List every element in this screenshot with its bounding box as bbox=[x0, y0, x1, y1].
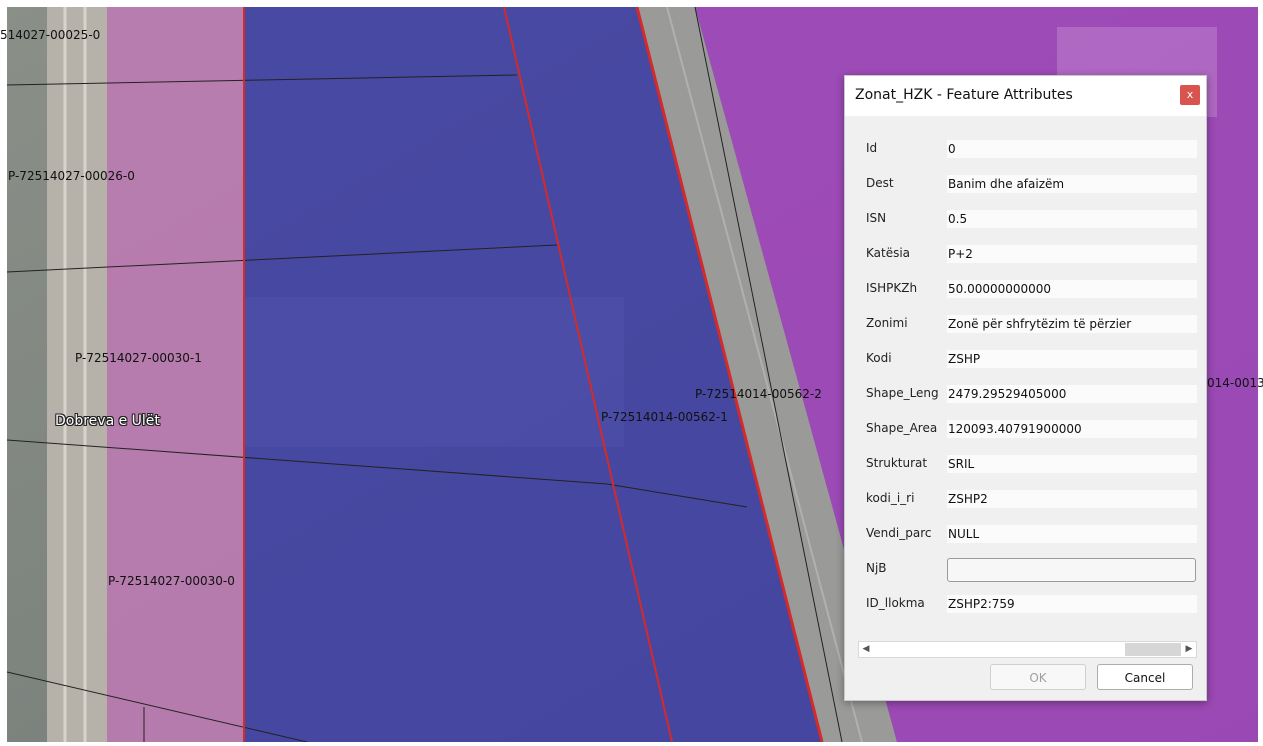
attribute-name: ISHPKZh bbox=[866, 281, 918, 295]
parcel-label: 014-0013 bbox=[1207, 376, 1263, 390]
cancel-button[interactable]: Cancel bbox=[1097, 664, 1193, 690]
attribute-row: ISHPKZh 50.00000000000 bbox=[845, 277, 1206, 301]
attribute-row: Vendi_parc NULL bbox=[845, 522, 1206, 546]
scrollbar-track[interactable] bbox=[1125, 643, 1181, 656]
attribute-row: Id 0 bbox=[845, 137, 1206, 161]
close-button[interactable]: x bbox=[1180, 85, 1200, 105]
attribute-value[interactable]: P+2 bbox=[947, 245, 1197, 263]
attribute-name: ISN bbox=[866, 211, 887, 225]
attribute-value[interactable]: NULL bbox=[947, 525, 1197, 543]
dialog-title: Zonat_HZK - Feature Attributes bbox=[855, 87, 1073, 103]
attribute-name: Shape_Area bbox=[866, 421, 938, 435]
attribute-row: NjB bbox=[845, 557, 1206, 582]
right-road bbox=[637, 7, 897, 742]
parcel-label: P-72514027-00026-0 bbox=[8, 169, 135, 183]
scrollbar-thumb[interactable] bbox=[874, 644, 1124, 655]
attribute-value[interactable]: 0.5 bbox=[947, 210, 1197, 228]
attribute-name: NjB bbox=[866, 561, 887, 575]
attribute-name: Shape_Leng bbox=[866, 386, 939, 400]
attribute-row: Shape_Leng 2479.29529405000 bbox=[845, 382, 1206, 406]
arrow-right-icon[interactable]: ▶ bbox=[1185, 644, 1193, 654]
parcel-label: P-72514014-00562-1 bbox=[601, 410, 728, 424]
attribute-value[interactable]: ZSHP2:759 bbox=[947, 595, 1197, 613]
attribute-name: Id bbox=[866, 141, 878, 155]
parcel-label: P-72514027-00030-0 bbox=[108, 574, 235, 588]
attribute-name: Vendi_parc bbox=[866, 526, 932, 540]
zone-blue-overlay bbox=[244, 7, 822, 742]
attribute-row: ISN 0.5 bbox=[845, 207, 1206, 231]
attribute-name: Kodi bbox=[866, 351, 892, 365]
zone-pink-overlay bbox=[107, 7, 244, 742]
dialog-titlebar[interactable]: Zonat_HZK - Feature Attributes x bbox=[845, 76, 1206, 116]
horizontal-scrollbar[interactable]: ◀ ▶ bbox=[858, 641, 1197, 658]
place-label: Dobreva e Ulët bbox=[55, 413, 160, 429]
close-icon: x bbox=[1186, 88, 1194, 101]
attribute-name: Strukturat bbox=[866, 456, 928, 470]
parcel-boundary-red bbox=[503, 6, 673, 743]
attribute-row: kodi_i_ri ZSHP2 bbox=[845, 487, 1206, 511]
parcel-label: P-72514027-00030-1 bbox=[75, 351, 202, 365]
attribute-value[interactable]: Banim dhe afaizëm bbox=[947, 175, 1197, 193]
attribute-row: Strukturat SRIL bbox=[845, 452, 1206, 476]
attribute-value[interactable]: 2479.29529405000 bbox=[947, 385, 1197, 403]
arrow-left-icon[interactable]: ◀ bbox=[862, 644, 870, 654]
attribute-name: Dest bbox=[866, 176, 894, 190]
attribute-row: Shape_Area 120093.40791900000 bbox=[845, 417, 1206, 441]
parcel-label: P-72514014-00562-2 bbox=[695, 387, 822, 401]
attribute-row: Katësia P+2 bbox=[845, 242, 1206, 266]
attribute-name: ID_llokma bbox=[866, 596, 925, 610]
attribute-value[interactable]: SRIL bbox=[947, 455, 1197, 473]
attribute-value[interactable]: 50.00000000000 bbox=[947, 280, 1197, 298]
attribute-name: Zonimi bbox=[866, 316, 908, 330]
attribute-input[interactable] bbox=[947, 558, 1196, 582]
attribute-value[interactable]: ZSHP bbox=[947, 350, 1197, 368]
feature-attributes-dialog: Zonat_HZK - Feature Attributes x Id 0 De… bbox=[844, 75, 1207, 701]
ok-button[interactable]: OK bbox=[990, 664, 1086, 690]
attribute-row: Kodi ZSHP bbox=[845, 347, 1206, 371]
parcel-boundary-red bbox=[635, 6, 824, 743]
attribute-value[interactable]: 120093.40791900000 bbox=[947, 420, 1197, 438]
attribute-name: Katësia bbox=[866, 246, 911, 260]
attribute-value[interactable]: 0 bbox=[947, 140, 1197, 158]
parcel-label: 514027-00025-0 bbox=[0, 28, 101, 42]
attribute-row: ID_llokma ZSHP2:759 bbox=[845, 592, 1206, 616]
left-road bbox=[47, 7, 107, 742]
attribute-name: kodi_i_ri bbox=[866, 491, 915, 505]
attribute-value[interactable]: ZSHP2 bbox=[947, 490, 1197, 508]
attributes-panel: Id 0 Dest Banim dhe afaizëm ISN 0.5 Katë… bbox=[845, 116, 1206, 700]
attribute-row: Zonimi Zonë për shfrytëzim të përzier bbox=[845, 312, 1206, 336]
attribute-row: Dest Banim dhe afaizëm bbox=[845, 172, 1206, 196]
attribute-value[interactable]: Zonë për shfrytëzim të përzier bbox=[947, 315, 1197, 333]
